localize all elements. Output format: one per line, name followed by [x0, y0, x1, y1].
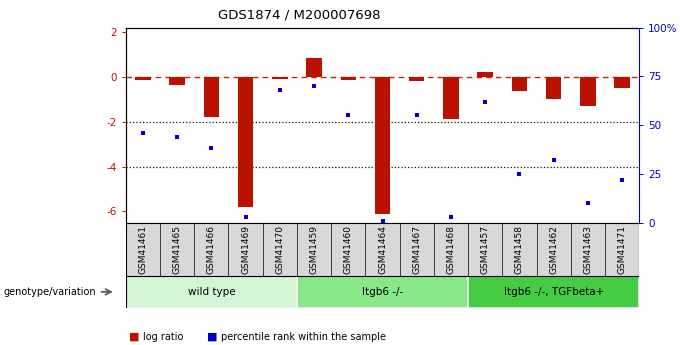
Bar — [443, 77, 458, 119]
Text: GSM41467: GSM41467 — [412, 225, 421, 274]
Bar — [307, 58, 322, 77]
Bar — [341, 77, 356, 80]
Bar — [477, 72, 493, 77]
Text: GSM41459: GSM41459 — [309, 225, 318, 274]
Text: GSM41461: GSM41461 — [139, 225, 148, 274]
Bar — [580, 77, 596, 106]
Text: GSM41471: GSM41471 — [617, 225, 626, 274]
Bar — [135, 77, 150, 80]
Bar — [238, 77, 253, 207]
Text: GDS1874 / M200007698: GDS1874 / M200007698 — [218, 9, 380, 22]
Text: wild type: wild type — [188, 287, 235, 297]
Text: ■: ■ — [207, 332, 218, 342]
Text: Itgb6 -/-, TGFbeta+: Itgb6 -/-, TGFbeta+ — [503, 287, 604, 297]
Text: GSM41470: GSM41470 — [275, 225, 284, 274]
Text: GSM41469: GSM41469 — [241, 225, 250, 274]
Bar — [468, 276, 639, 308]
Text: GSM41466: GSM41466 — [207, 225, 216, 274]
Text: GSM41468: GSM41468 — [447, 225, 456, 274]
Bar — [204, 77, 219, 117]
Bar — [546, 77, 561, 99]
Bar — [375, 77, 390, 214]
Text: GSM41460: GSM41460 — [344, 225, 353, 274]
Bar — [512, 77, 527, 91]
Text: log ratio: log ratio — [143, 332, 183, 342]
Text: GSM41458: GSM41458 — [515, 225, 524, 274]
Text: GSM41462: GSM41462 — [549, 225, 558, 274]
Text: GSM41463: GSM41463 — [583, 225, 592, 274]
Bar — [169, 77, 185, 85]
Text: ■: ■ — [129, 332, 139, 342]
Bar — [297, 276, 468, 308]
Text: GSM41464: GSM41464 — [378, 225, 387, 274]
Text: Itgb6 -/-: Itgb6 -/- — [362, 287, 403, 297]
Bar — [126, 276, 297, 308]
Bar — [615, 77, 630, 88]
Text: GSM41457: GSM41457 — [481, 225, 490, 274]
Bar — [272, 77, 288, 79]
Text: genotype/variation: genotype/variation — [3, 287, 96, 297]
Bar — [409, 77, 424, 81]
Text: GSM41465: GSM41465 — [173, 225, 182, 274]
Text: percentile rank within the sample: percentile rank within the sample — [221, 332, 386, 342]
